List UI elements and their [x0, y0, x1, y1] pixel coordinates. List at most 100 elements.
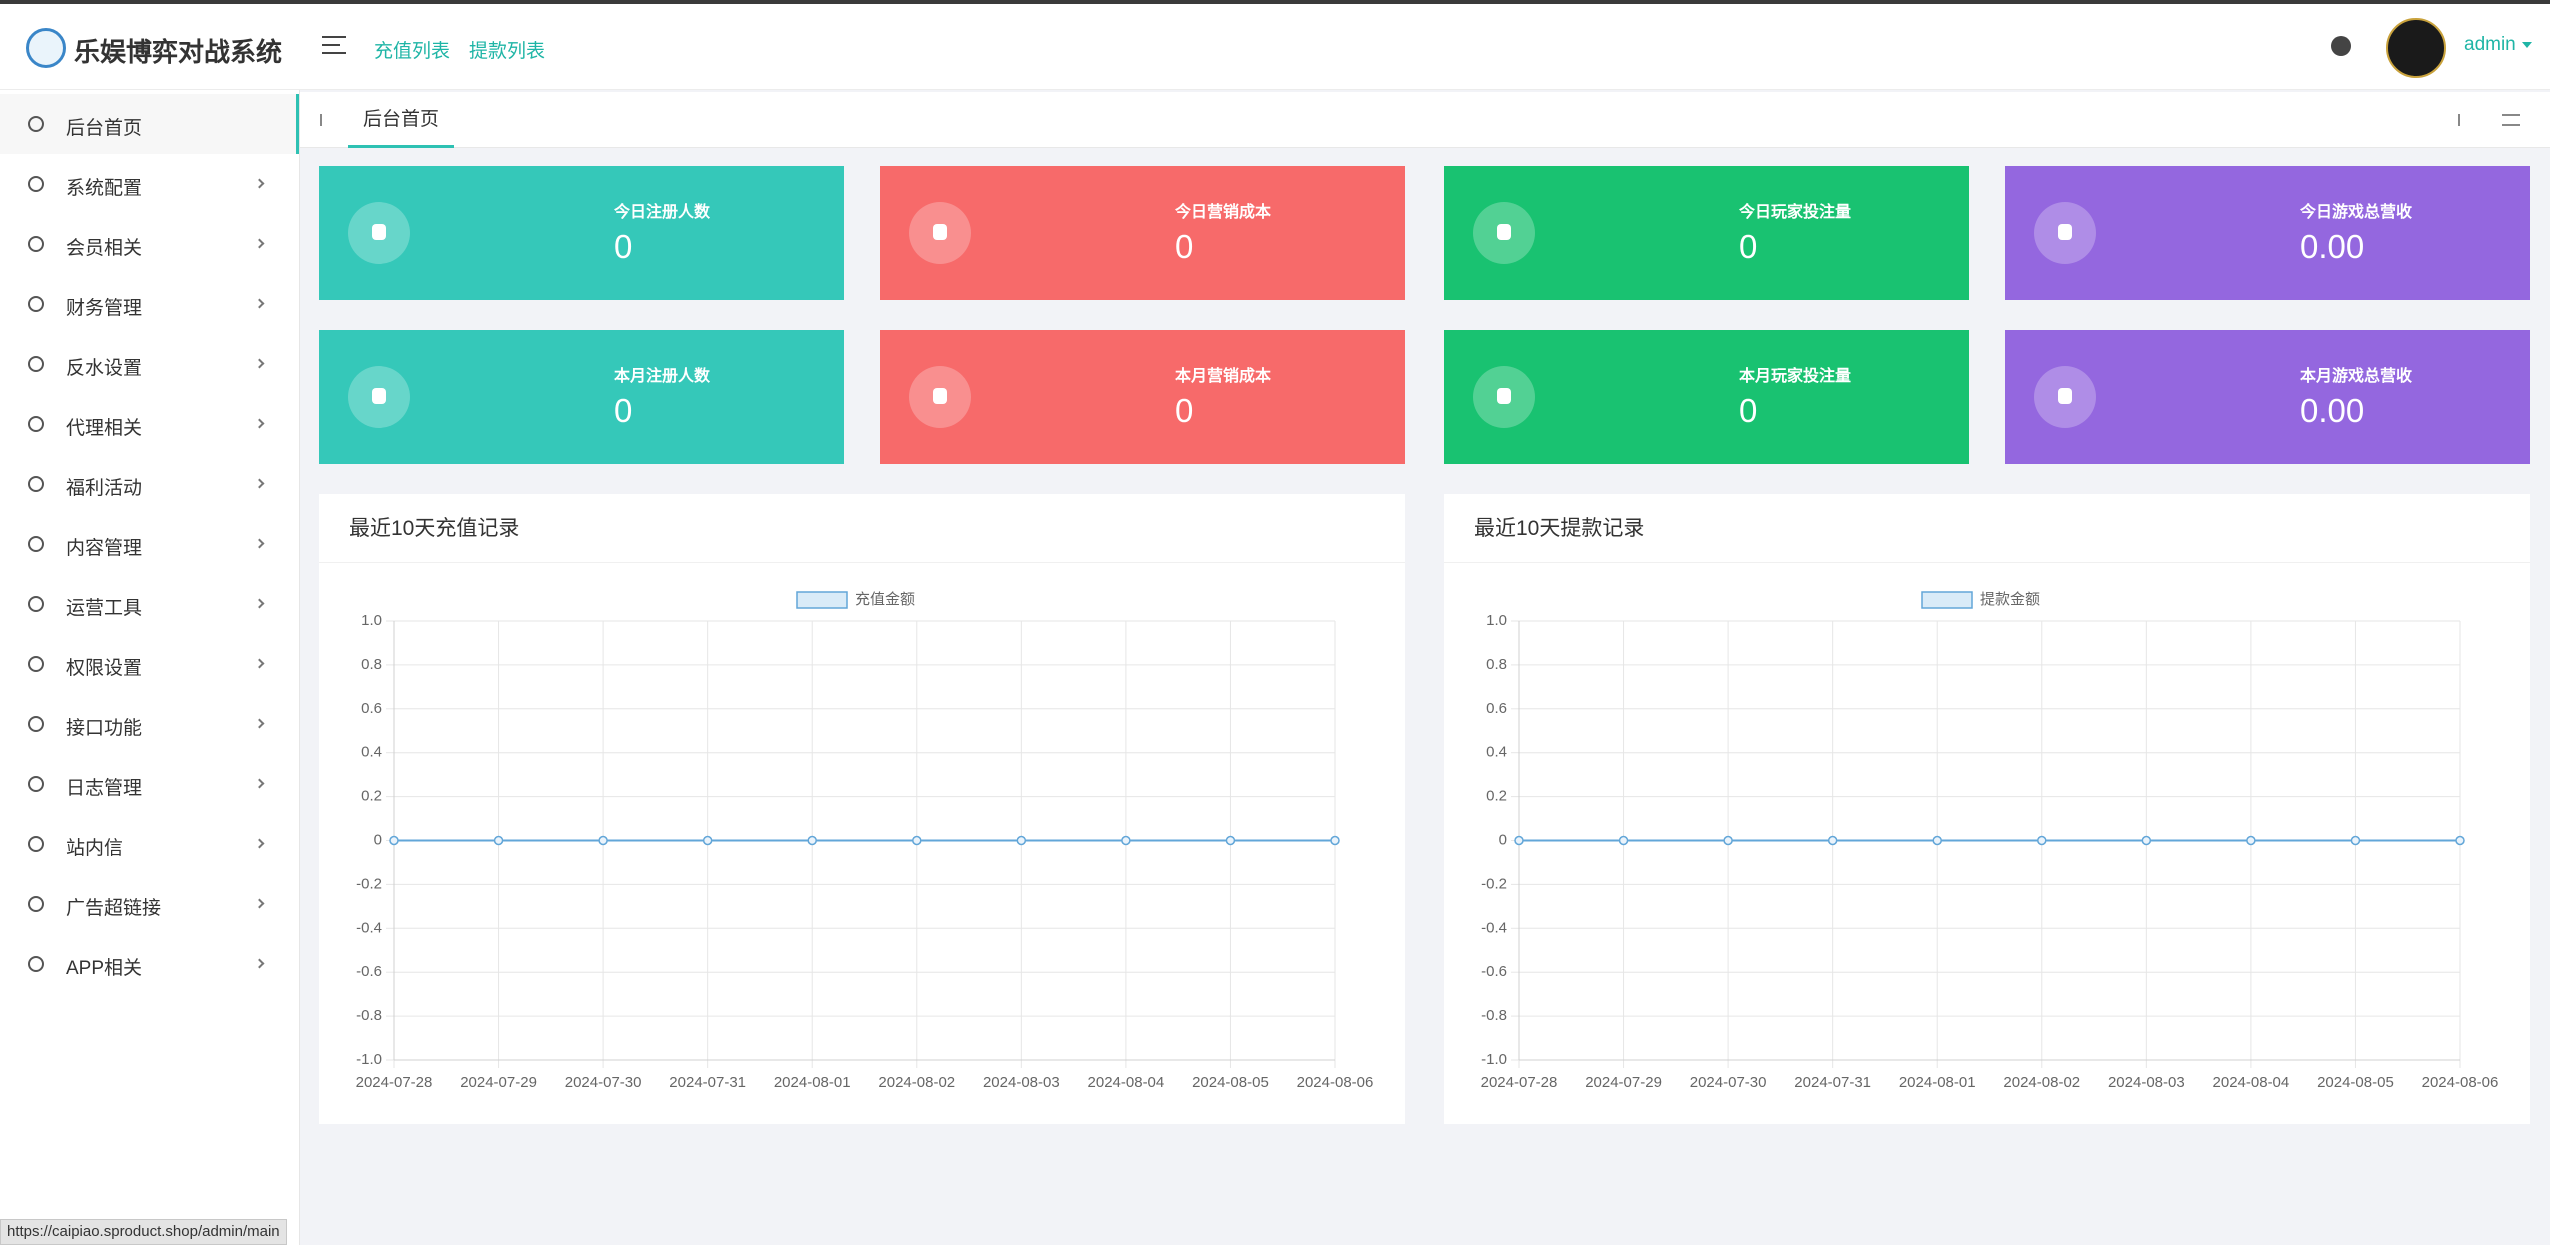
menu-item[interactable]: 内容管理: [0, 514, 299, 574]
y-tick-label: 0.2: [361, 788, 382, 805]
x-tick-label: 2024-07-31: [669, 1074, 746, 1091]
menu-chevron: [254, 358, 265, 369]
card-value: 0: [614, 392, 633, 429]
menu-item[interactable]: 代理相关: [0, 394, 299, 454]
menu-item[interactable]: 运营工具: [0, 574, 299, 634]
data-point: [702, 835, 713, 846]
card-icon: [348, 202, 410, 264]
menu-item[interactable]: 日志管理: [0, 754, 299, 814]
card-icon: [909, 366, 971, 428]
card-label: 本月注册人数: [614, 368, 711, 385]
menu-label: 运营工具: [66, 598, 143, 619]
logo-icon: [26, 28, 66, 68]
y-tick-label: 1.0: [1486, 612, 1507, 629]
menu-label: 权限设置: [66, 658, 143, 679]
menu-item[interactable]: 会员相关: [0, 214, 299, 274]
theme-button[interactable]: [2331, 36, 2351, 56]
data-point: [1932, 835, 1942, 846]
menu-item[interactable]: 反水设置: [0, 334, 299, 394]
nav-link[interactable]: 充值列表: [374, 41, 451, 62]
card-value: 0: [1175, 392, 1194, 429]
top-header: 乐娱博弈对战系统 充值列表 提款列表 admin: [0, 4, 2550, 90]
card-value: 0: [1739, 228, 1758, 265]
user-menu[interactable]: admin: [2464, 34, 2532, 56]
menu-chevron: [254, 298, 265, 309]
menu-item[interactable]: 权限设置: [0, 634, 299, 694]
data-point: [912, 835, 922, 846]
tab-menu[interactable]: [2502, 114, 2520, 126]
menu-chevron: [254, 838, 265, 849]
menu-label: 日志管理: [66, 778, 143, 799]
y-tick-label: -0.4: [356, 919, 382, 936]
legend-label: 提款金额: [1980, 591, 2040, 608]
menu-label: 代理相关: [66, 418, 143, 439]
legend-swatch: [796, 591, 848, 609]
data-point: [598, 835, 608, 846]
tab-next[interactable]: [2448, 114, 2460, 126]
menu-label: 反水设置: [66, 358, 143, 379]
menu-label: 财务管理: [66, 298, 143, 319]
y-tick-label: 0.8: [361, 656, 382, 673]
menu-item[interactable]: APP相关: [0, 934, 299, 994]
menu-toggle[interactable]: [322, 36, 346, 54]
menu-chevron: [254, 478, 265, 489]
y-tick-label: 0.2: [1486, 788, 1507, 805]
menu-icon: [28, 896, 44, 912]
menu-icon: [28, 836, 44, 852]
y-tick-label: -0.6: [1481, 963, 1507, 980]
menu-label: 广告超链接: [66, 898, 162, 919]
y-tick-label: -0.4: [1481, 919, 1507, 936]
stat-card: 本月注册人数 0: [319, 330, 844, 464]
nav-link[interactable]: 提款列表: [469, 41, 546, 62]
menu-item[interactable]: 广告超链接: [0, 874, 299, 934]
stat-card: 今日注册人数 0: [319, 166, 844, 300]
menu-item[interactable]: 站内信: [0, 814, 299, 874]
avatar[interactable]: [2386, 18, 2446, 78]
tab[interactable]: 后台首页: [348, 92, 454, 148]
status-url: https://caipiao.sproduct.shop/admin/main: [0, 1219, 287, 1245]
menu-item[interactable]: 接口功能: [0, 694, 299, 754]
menu-icon: [28, 536, 44, 552]
data-point: [1514, 835, 1524, 846]
y-tick-label: 0.6: [361, 700, 382, 717]
card-label: 今日玩家投注量: [1739, 204, 1852, 221]
x-tick-label: 2024-07-31: [1794, 1074, 1871, 1091]
stat-card: 今日玩家投注量 0: [1444, 166, 1969, 300]
x-tick-label: 2024-08-01: [774, 1074, 851, 1091]
y-tick-label: 1.0: [361, 612, 382, 629]
data-point: [1330, 835, 1340, 846]
data-point: [2350, 835, 2361, 846]
menu-label: 内容管理: [66, 538, 143, 559]
logo-text: 乐娱博弈对战系统: [74, 37, 283, 67]
data-point: [1016, 835, 1027, 846]
menu-item[interactable]: 福利活动: [0, 454, 299, 514]
menu-label: 后台首页: [66, 118, 143, 139]
menu-item[interactable]: 系统配置: [0, 154, 299, 214]
x-tick-label: 2024-08-06: [1297, 1074, 1374, 1091]
card-value: 0: [1739, 392, 1758, 429]
menu-icon: [28, 176, 44, 192]
x-tick-label: 2024-08-02: [878, 1074, 955, 1091]
legend-label: 充值金额: [855, 591, 915, 608]
stat-card: 本月游戏总营收 0.00: [2005, 330, 2530, 464]
data-point: [1618, 835, 1629, 846]
menu-label: APP相关: [66, 958, 143, 979]
menu-chevron: [254, 538, 265, 549]
menu-label: 会员相关: [66, 238, 143, 259]
menu-item[interactable]: 后台首页: [0, 94, 299, 154]
x-tick-label: 2024-08-01: [1899, 1074, 1976, 1091]
stat-card: 今日游戏总营收 0.00: [2005, 166, 2530, 300]
menu-item[interactable]: 财务管理: [0, 274, 299, 334]
chart-panel: 最近10天充值记录 -1.0 -0.8 -0.6 -0.4 -0.2 0 0.2 0.4 0.6 0…: [319, 494, 1405, 1124]
data-point: [2037, 835, 2047, 846]
x-tick-label: 2024-07-28: [356, 1074, 433, 1091]
y-tick-label: 0: [1499, 831, 1507, 848]
x-tick-label: 2024-08-05: [2317, 1074, 2394, 1091]
menu-icon: [28, 716, 44, 732]
tab-prev[interactable]: [320, 114, 332, 126]
card-value: 0: [1175, 228, 1194, 265]
data-point: [2455, 835, 2465, 846]
menu-icon: [28, 416, 44, 432]
